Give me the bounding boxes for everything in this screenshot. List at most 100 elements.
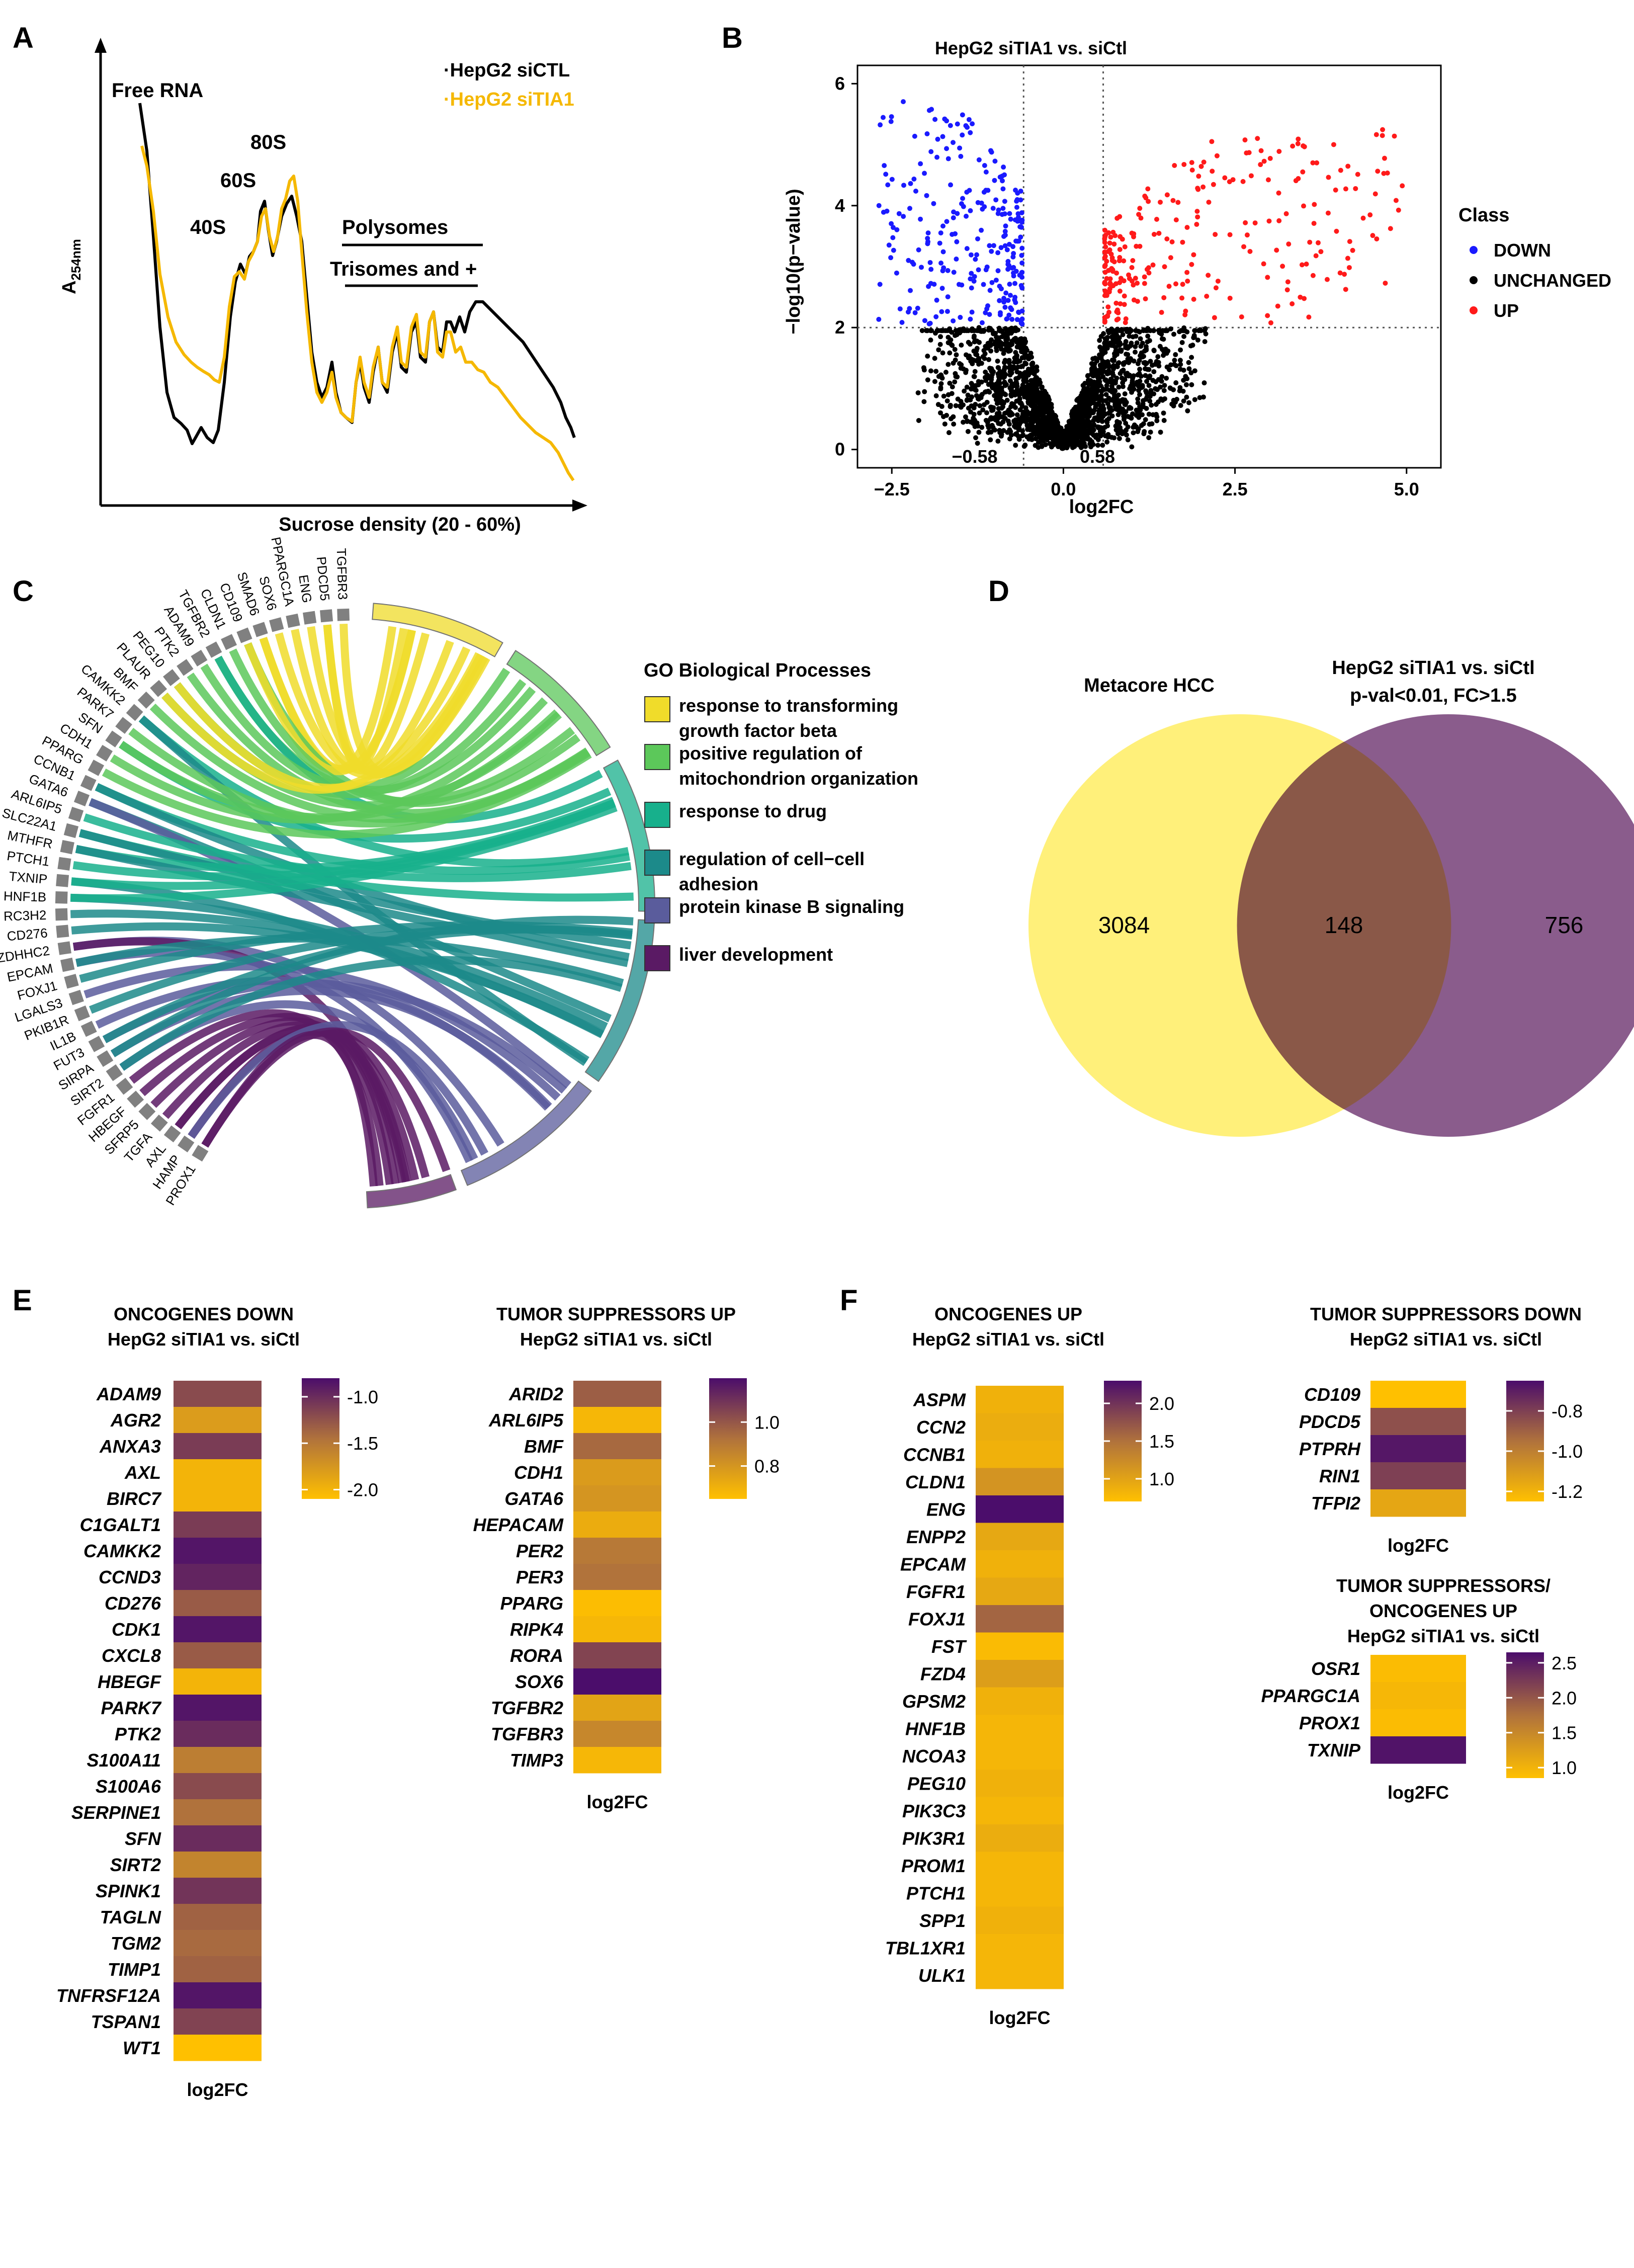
heatmap-cell [174, 1799, 262, 1826]
b-point-down [1001, 299, 1007, 305]
c-gene-label: ENG [296, 574, 315, 604]
b-point-unchanged [1124, 432, 1129, 438]
c-gene-label: RC3H2 [4, 907, 47, 924]
b-point-unchanged [1020, 363, 1025, 369]
b-point-unchanged [1130, 411, 1135, 416]
b-point-up [1301, 203, 1307, 209]
b-point-up [1173, 281, 1179, 287]
b-point-down [925, 239, 931, 244]
b-point-unchanged [1195, 338, 1200, 343]
b-point-down [899, 320, 905, 325]
heatmap-cell [174, 1433, 262, 1460]
b-point-unchanged [1177, 358, 1183, 363]
b-point-unchanged [1003, 326, 1008, 331]
b-point-down [939, 286, 945, 291]
c-legend-label: response to drug [679, 801, 827, 821]
b-point-up [1212, 315, 1217, 320]
heatmap-cell [573, 1721, 661, 1747]
b-point-unchanged [1120, 384, 1126, 389]
b-point-unchanged [1178, 362, 1183, 367]
b-point-unchanged [1157, 328, 1163, 333]
b-point-up [1375, 169, 1381, 174]
heatmap-cell [573, 1485, 661, 1512]
b-point-unchanged [1133, 344, 1138, 350]
b-point-unchanged [970, 361, 975, 367]
heatmap-title: ONCOGENES UP [934, 1304, 1082, 1324]
b-point-down [880, 115, 886, 120]
panel-e-letter: E [13, 1284, 32, 1317]
b-point-down [957, 145, 963, 151]
b-point-unchanged [1022, 355, 1027, 361]
b-point-up [1307, 239, 1313, 245]
b-point-unchanged [1037, 435, 1043, 441]
b-point-up [1136, 212, 1142, 217]
c-legend-label: adhesion [679, 874, 758, 894]
b-point-unchanged [969, 356, 974, 362]
b-point-unchanged [1105, 328, 1111, 333]
heatmap-xlabel: log2FC [587, 1792, 648, 1812]
b-point-unchanged [1011, 337, 1017, 342]
heatmap-gene-label: ASPM [913, 1389, 966, 1410]
b-point-unchanged [944, 398, 950, 404]
b-point-unchanged [1097, 338, 1102, 343]
b-point-unchanged [979, 393, 984, 398]
b-point-unchanged [993, 417, 998, 423]
b-point-unchanged [1181, 367, 1186, 373]
heatmap-cell [573, 1590, 661, 1617]
b-point-down [998, 245, 1004, 250]
heatmap-cell [976, 1715, 1064, 1742]
colorbar-tick-label: 1.5 [1552, 1723, 1577, 1743]
heatmap-cell [174, 1511, 262, 1538]
b-point-down [968, 276, 973, 282]
heatmap-gene-label: FZD4 [920, 1663, 966, 1684]
b-point-down [883, 172, 889, 177]
b-point-unchanged [1150, 363, 1155, 368]
heatmap-gene-label: S100A11 [87, 1750, 161, 1771]
b-point-down [951, 215, 956, 221]
b-point-up [1114, 307, 1120, 313]
heatmap-cell [174, 1564, 262, 1590]
b-point-unchanged [1109, 413, 1115, 418]
b-xtick-label: 5.0 [1394, 479, 1419, 499]
b-volcano-points [876, 99, 1405, 451]
b-point-unchanged [1044, 417, 1050, 423]
heatmap-gene-label: PER3 [516, 1567, 563, 1587]
b-point-unchanged [1085, 380, 1090, 386]
b-point-unchanged [1156, 360, 1161, 365]
b-point-down [901, 214, 906, 219]
b-point-unchanged [1114, 375, 1120, 381]
b-point-up [1326, 175, 1331, 180]
b-point-unchanged [965, 397, 970, 402]
c-gene-block [286, 613, 300, 628]
b-point-unchanged [1039, 443, 1045, 448]
b-point-unchanged [952, 379, 958, 385]
b-point-unchanged [1145, 367, 1150, 372]
b-point-up [1206, 199, 1212, 205]
b-point-unchanged [916, 417, 921, 423]
b-point-unchanged [1145, 333, 1151, 339]
b-point-unchanged [983, 369, 988, 375]
b-point-unchanged [951, 422, 957, 427]
b-point-unchanged [1159, 374, 1165, 379]
b-point-unchanged [1186, 360, 1191, 365]
a-free-rna-label: Free RNA [112, 79, 203, 102]
b-point-down [984, 306, 990, 312]
b-point-unchanged [955, 328, 961, 333]
c-gene-block [60, 839, 74, 855]
b-point-down [906, 258, 911, 263]
b-point-unchanged [1137, 392, 1143, 397]
b-point-unchanged [943, 369, 949, 375]
b-point-unchanged [1033, 431, 1038, 437]
b-point-down [1008, 216, 1013, 222]
b-point-up [1290, 143, 1296, 149]
heatmap-gene-label: PEG10 [907, 1773, 966, 1794]
b-point-down [912, 133, 917, 139]
b-point-unchanged [1117, 371, 1123, 376]
c-legend-swatch [644, 744, 670, 770]
c-gene-block [303, 611, 317, 625]
b-point-unchanged [1125, 356, 1131, 362]
b-point-unchanged [1144, 406, 1149, 411]
heatmap-gene-label: GPSM2 [902, 1691, 966, 1712]
b-point-unchanged [977, 410, 982, 416]
heatmap-title: ONCOGENES DOWN [114, 1304, 294, 1324]
